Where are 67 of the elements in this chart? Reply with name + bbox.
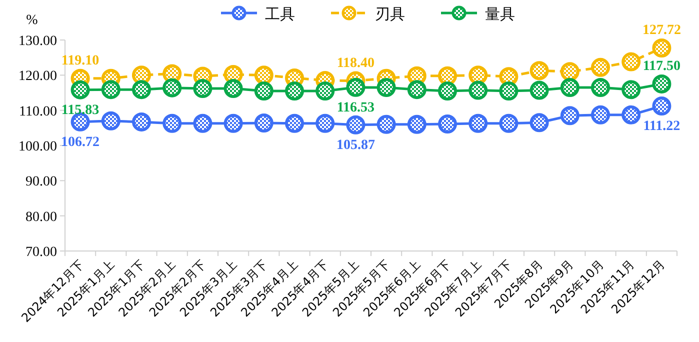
point	[346, 78, 366, 97]
point	[101, 111, 120, 130]
point	[560, 62, 580, 82]
point	[407, 114, 426, 134]
point	[591, 105, 610, 124]
point	[346, 115, 366, 134]
point	[316, 114, 335, 133]
point	[438, 66, 457, 86]
point	[530, 80, 549, 100]
point	[468, 114, 488, 133]
point	[622, 52, 641, 72]
point	[438, 81, 457, 100]
point	[254, 66, 274, 85]
data-label: 105.87	[336, 138, 375, 153]
point	[438, 114, 457, 134]
point	[622, 80, 641, 100]
y-tick-label: 100.00	[18, 140, 57, 154]
point	[132, 112, 151, 132]
legend-label: 工具	[265, 5, 295, 23]
point	[652, 38, 672, 58]
point	[193, 114, 212, 133]
point	[560, 106, 580, 126]
point	[591, 78, 610, 97]
point	[285, 114, 304, 133]
y-tick-label: 130.00	[18, 34, 57, 49]
data-label: 106.72	[61, 134, 100, 150]
data-label: 118.40	[336, 56, 375, 71]
data-label: 111.22	[643, 119, 680, 134]
point	[407, 80, 426, 100]
point	[499, 81, 518, 100]
y-axis-title: %	[26, 13, 38, 28]
y-tick-label: 110.00	[19, 104, 57, 120]
legend-label: 量具	[485, 5, 515, 23]
point	[224, 114, 243, 133]
point	[560, 78, 580, 97]
point	[254, 81, 274, 100]
y-tick-label: 120.00	[18, 69, 57, 84]
point	[70, 80, 90, 100]
point	[193, 79, 212, 98]
point	[468, 66, 488, 85]
point	[224, 79, 243, 98]
point	[254, 113, 274, 132]
point	[530, 61, 549, 80]
y-tick-label: 90.00	[26, 174, 57, 190]
point	[652, 74, 672, 94]
data-label: 115.83	[61, 102, 100, 118]
point	[162, 78, 182, 98]
point	[376, 78, 396, 97]
y-tick-label: 80.00	[26, 210, 57, 225]
point	[285, 81, 304, 100]
point	[530, 113, 549, 132]
point	[622, 105, 641, 124]
point	[468, 80, 488, 100]
data-label: 116.53	[336, 100, 375, 116]
y-tick-label: 70.00	[26, 245, 57, 260]
point	[162, 114, 182, 133]
point	[132, 80, 151, 100]
point	[316, 81, 335, 100]
point	[499, 114, 518, 133]
data-label: 119.10	[61, 53, 100, 68]
legend-label: 刃具	[375, 5, 405, 23]
point	[376, 114, 396, 134]
point	[652, 96, 672, 116]
point	[591, 58, 610, 77]
data-label: 117.50	[642, 58, 681, 74]
data-label: 127.72	[642, 23, 681, 38]
point	[101, 80, 120, 100]
